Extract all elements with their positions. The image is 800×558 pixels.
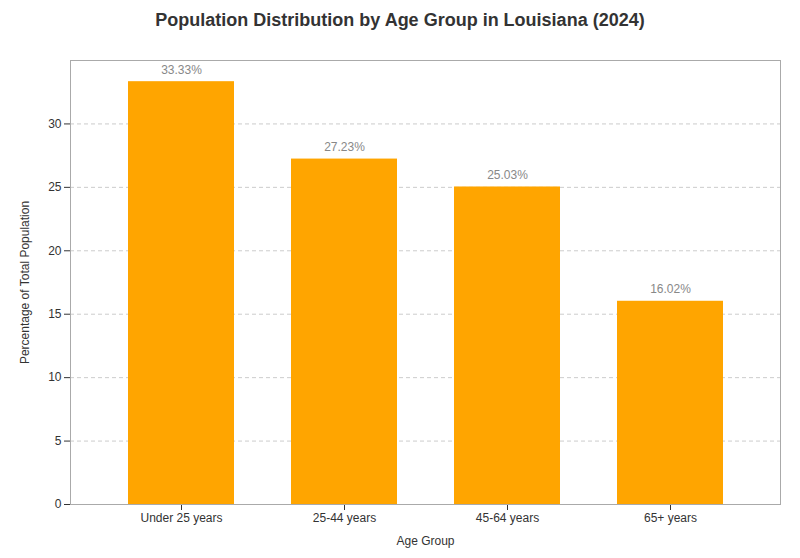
- svg-text:25: 25: [48, 180, 62, 194]
- svg-text:45-64 years: 45-64 years: [476, 511, 539, 525]
- svg-text:Percentage of Total Population: Percentage of Total Population: [18, 201, 32, 364]
- svg-text:0: 0: [55, 497, 62, 511]
- svg-text:20: 20: [48, 244, 62, 258]
- html-text:Population Distribution by Age: Population Distribution by Age Group in …: [155, 10, 645, 30]
- svg-text:33.33%: 33.33%: [161, 63, 202, 77]
- svg-text:16.02%: 16.02%: [650, 282, 691, 296]
- svg-text:25-44 years: 25-44 years: [313, 511, 376, 525]
- svg-text:25.03%: 25.03%: [487, 168, 528, 182]
- svg-text:65+ years: 65+ years: [644, 511, 697, 525]
- svg-text:30: 30: [48, 117, 62, 131]
- svg-text:15: 15: [48, 307, 62, 321]
- svg-text:5: 5: [55, 434, 62, 448]
- svg-text:Under 25 years: Under 25 years: [140, 511, 222, 525]
- svg-text:27.23%: 27.23%: [324, 140, 365, 154]
- svg-text:Age Group: Age Group: [396, 534, 454, 548]
- svg-text:10: 10: [48, 370, 62, 384]
